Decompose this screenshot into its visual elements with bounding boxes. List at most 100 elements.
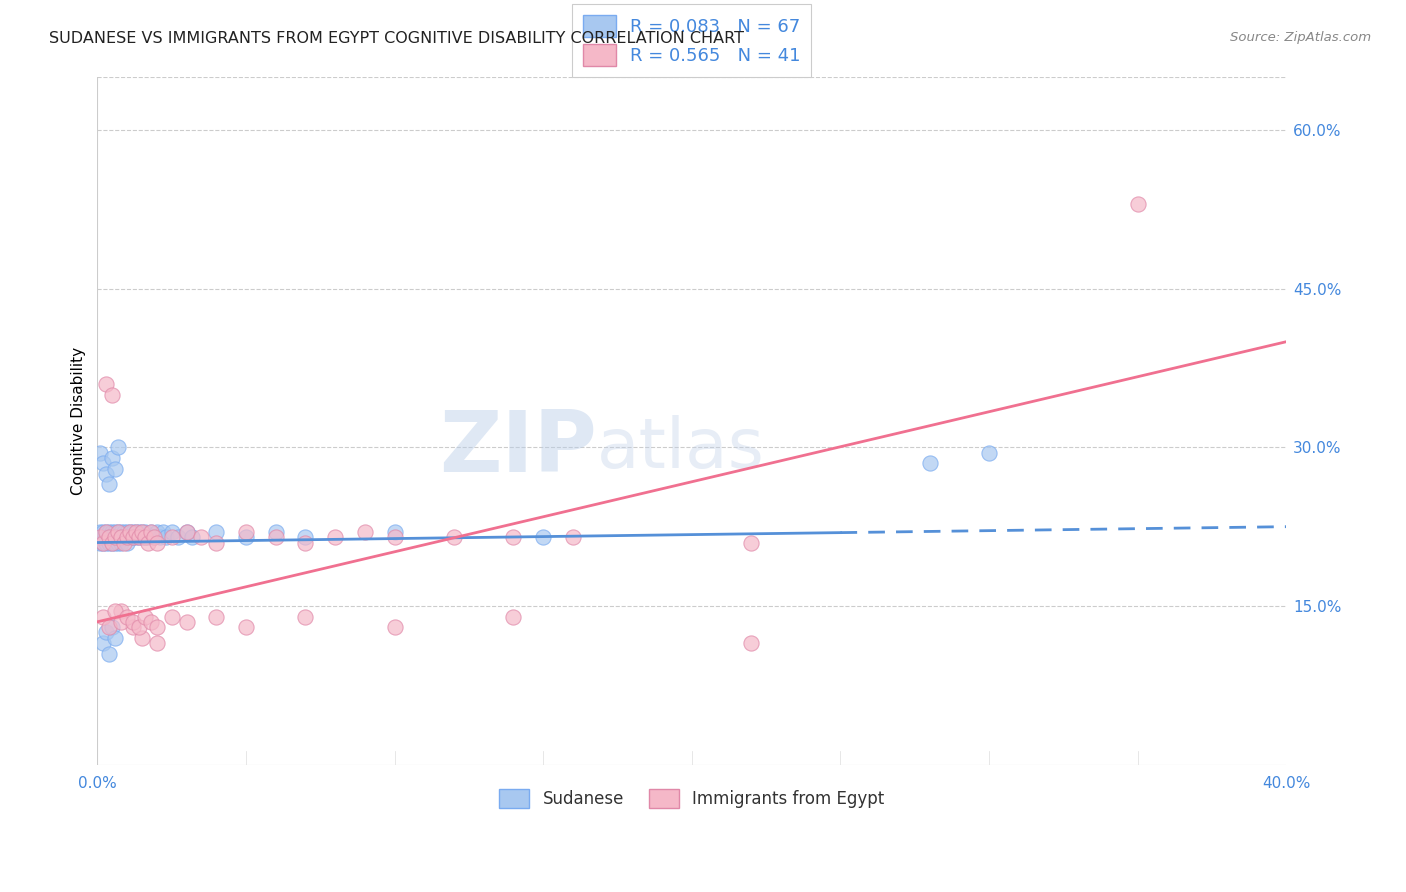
Text: Source: ZipAtlas.com: Source: ZipAtlas.com: [1230, 31, 1371, 45]
Point: [531, 530, 554, 544]
Point: [107, 535, 129, 549]
Point: [91, 636, 114, 650]
Point: [235, 530, 257, 544]
Point: [101, 620, 124, 634]
Point: [176, 524, 198, 539]
Point: [96, 625, 118, 640]
Point: [101, 535, 124, 549]
Text: atlas: atlas: [596, 415, 765, 482]
Point: [160, 524, 183, 539]
Point: [125, 530, 148, 544]
Point: [101, 530, 124, 544]
Point: [98, 524, 121, 539]
Point: [96, 467, 118, 481]
Point: [1126, 197, 1149, 211]
Point: [235, 524, 257, 539]
Point: [104, 461, 127, 475]
Point: [139, 524, 162, 539]
Point: [96, 376, 118, 391]
Point: [89, 530, 111, 544]
Point: [107, 530, 129, 544]
Point: [125, 524, 148, 539]
Point: [112, 524, 135, 539]
Point: [112, 530, 135, 544]
Text: ZIP: ZIP: [439, 407, 596, 490]
Point: [125, 524, 148, 539]
Point: [294, 530, 316, 544]
Point: [384, 524, 406, 539]
Point: [101, 535, 124, 549]
Point: [98, 530, 121, 544]
Point: [115, 535, 138, 549]
Point: [176, 615, 198, 629]
Point: [110, 524, 132, 539]
Point: [740, 535, 762, 549]
Point: [384, 620, 406, 634]
Point: [235, 620, 257, 634]
Point: [149, 530, 172, 544]
Point: [128, 524, 150, 539]
Point: [131, 631, 153, 645]
Point: [146, 620, 169, 634]
Point: [96, 524, 118, 539]
Point: [384, 530, 406, 544]
Point: [190, 530, 212, 544]
Point: [91, 456, 114, 470]
Point: [98, 530, 121, 544]
Legend: Sudanese, Immigrants from Egypt: Sudanese, Immigrants from Egypt: [492, 782, 891, 814]
Point: [128, 530, 150, 544]
Point: [128, 530, 150, 544]
Point: [101, 450, 124, 465]
Point: [104, 530, 127, 544]
Point: [142, 530, 165, 544]
Point: [98, 535, 121, 549]
Point: [131, 530, 153, 544]
Point: [294, 609, 316, 624]
Point: [91, 524, 114, 539]
Point: [146, 636, 169, 650]
Point: [139, 615, 162, 629]
Point: [205, 524, 228, 539]
Point: [134, 609, 156, 624]
Point: [264, 530, 287, 544]
Point: [107, 441, 129, 455]
Point: [104, 535, 127, 549]
Y-axis label: Cognitive Disability: Cognitive Disability: [72, 347, 86, 495]
Point: [118, 530, 141, 544]
Point: [740, 636, 762, 650]
Point: [134, 530, 156, 544]
Point: [134, 524, 156, 539]
Point: [131, 524, 153, 539]
Point: [89, 524, 111, 539]
Point: [118, 524, 141, 539]
Point: [128, 620, 150, 634]
Point: [91, 530, 114, 544]
Point: [112, 535, 135, 549]
Point: [115, 530, 138, 544]
Point: [166, 530, 188, 544]
Point: [115, 609, 138, 624]
Point: [155, 530, 177, 544]
Point: [110, 604, 132, 618]
Point: [91, 535, 114, 549]
Point: [122, 530, 145, 544]
Point: [115, 530, 138, 544]
Point: [107, 524, 129, 539]
Point: [110, 615, 132, 629]
Point: [134, 530, 156, 544]
Point: [294, 535, 316, 549]
Point: [146, 535, 169, 549]
Point: [89, 535, 111, 549]
Point: [131, 524, 153, 539]
Point: [977, 445, 1000, 459]
Point: [176, 524, 198, 539]
Point: [110, 530, 132, 544]
Point: [122, 524, 145, 539]
Point: [323, 530, 346, 544]
Point: [96, 530, 118, 544]
Point: [152, 524, 174, 539]
Text: SUDANESE VS IMMIGRANTS FROM EGYPT COGNITIVE DISABILITY CORRELATION CHART: SUDANESE VS IMMIGRANTS FROM EGYPT COGNIT…: [49, 31, 744, 46]
Point: [443, 530, 465, 544]
Point: [354, 524, 377, 539]
Point: [96, 535, 118, 549]
